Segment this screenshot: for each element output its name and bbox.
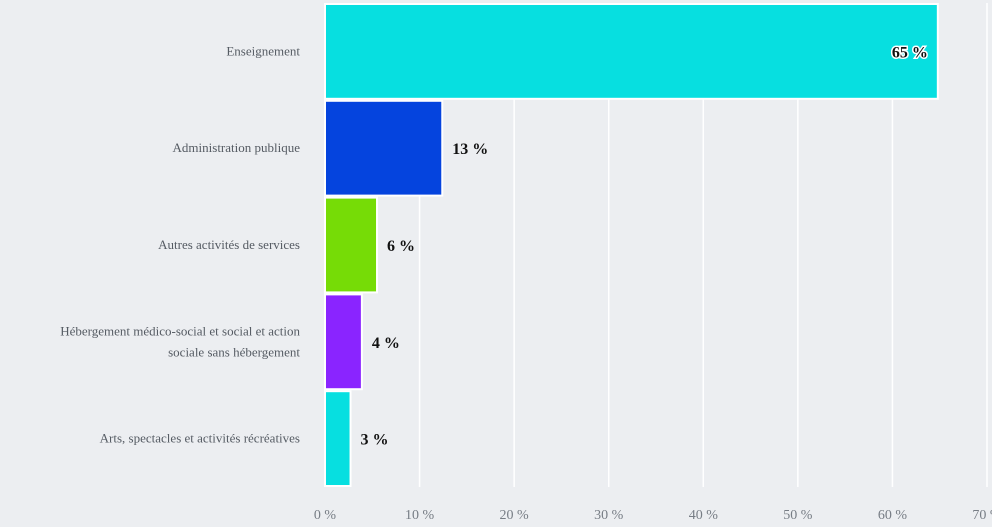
data-label: 3 % (361, 432, 389, 449)
value-labels: 65 % 13 % 6 % 4 % 3 % (361, 43, 930, 449)
category-labels: Enseignement Administration publique Autre… (60, 43, 300, 445)
bar (324, 3, 939, 100)
category-label: Administration publique (173, 140, 301, 155)
x-axis-tick-labels: 0 % 10 % 20 % 30 % 40 % 50 % 60 % 70 % (314, 508, 992, 523)
x-tick-label: 20 % (500, 508, 530, 523)
bar (324, 293, 363, 391)
category-label: Enseignement (226, 43, 300, 58)
x-tick-label: 0 % (314, 508, 337, 523)
x-tick-label: 30 % (594, 508, 624, 523)
category-label: Autres activités de services (158, 237, 300, 252)
x-tick-label: 40 % (689, 508, 719, 523)
bar (324, 390, 352, 488)
data-label: 6 % (387, 238, 415, 255)
category-label: Hébergement médico-social et social et a… (60, 323, 300, 359)
data-label: 13 % (452, 141, 488, 158)
bar (324, 196, 379, 294)
x-tick-label: 10 % (405, 508, 435, 523)
x-tick-label: 70 % (972, 508, 992, 523)
data-label: 65 % (892, 44, 928, 61)
bars (324, 3, 939, 488)
bar (324, 99, 444, 197)
category-label: Arts, spectacles et activités récréative… (100, 431, 300, 446)
x-tick-label: 60 % (878, 508, 908, 523)
x-tick-label: 50 % (783, 508, 813, 523)
data-label: 4 % (372, 335, 400, 352)
